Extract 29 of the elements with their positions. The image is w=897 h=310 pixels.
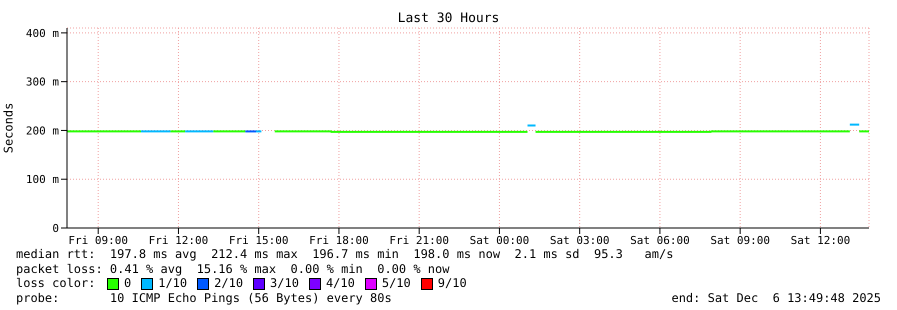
text: probe: 10 ICMP Echo Pings (56 Bytes) every 80s bbox=[16, 291, 392, 306]
legend-title: loss color: bbox=[16, 276, 96, 291]
legend-label: 4/10 bbox=[324, 276, 355, 291]
text: packet loss: 0.41 % avg 15.16 % max 0.00 % min 0.00 % now bbox=[16, 262, 450, 277]
legend-label: 0 bbox=[123, 276, 132, 291]
chart-title: Last 30 Hours bbox=[396, 11, 500, 26]
x-tick-label: Fri 15:00 bbox=[228, 234, 288, 247]
y-tick-label: 0 bbox=[52, 222, 59, 235]
x-tick-label: Sat 00:00 bbox=[470, 234, 530, 247]
x-tick-label: Fri 18:00 bbox=[309, 234, 369, 247]
y-tick-label: 200 m bbox=[26, 124, 60, 138]
y-tick-label: 300 m bbox=[26, 76, 60, 89]
x-tick-label: Fri 21:00 bbox=[389, 234, 449, 247]
x-tick-label: Sat 06:00 bbox=[630, 234, 690, 247]
text: end: Sat Dec 6 13:49:48 2025 bbox=[671, 291, 881, 306]
y-axis-title: Seconds bbox=[1, 102, 16, 154]
x-tick-label: Fri 09:00 bbox=[68, 234, 128, 247]
legend-label: 1/10 bbox=[157, 276, 188, 291]
text: median rtt: 197.8 ms avg 212.4 ms max 196.7 ms min 198.0 ms now 2.1 ms sd 95.3 am/s bbox=[16, 247, 674, 262]
legend-label: 3/10 bbox=[269, 276, 299, 291]
x-tick-label: Fri 12:00 bbox=[148, 234, 208, 247]
y-tick-label: 400 m bbox=[26, 26, 60, 40]
x-tick-label: Sat 12:00 bbox=[790, 234, 850, 247]
x-tick-label: Sat 03:00 bbox=[550, 234, 610, 247]
legend-label: 5/10 bbox=[380, 276, 411, 291]
y-tick-label: 100 m bbox=[26, 173, 60, 186]
legend-label: 2/10 bbox=[213, 276, 244, 291]
legend-label: 9/10 bbox=[436, 276, 467, 291]
x-tick-label: Sat 09:00 bbox=[710, 234, 770, 247]
